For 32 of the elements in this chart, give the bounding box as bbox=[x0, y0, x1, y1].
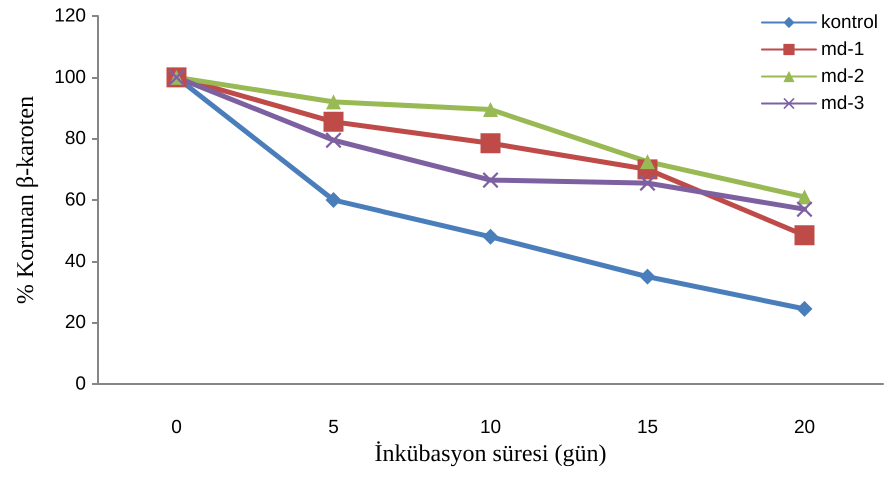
point bbox=[796, 201, 812, 218]
point bbox=[326, 132, 342, 148]
y-tick-label: 60 bbox=[64, 190, 86, 210]
point bbox=[794, 225, 814, 246]
point bbox=[640, 175, 656, 192]
point bbox=[480, 133, 500, 154]
legend-label: md-3 bbox=[820, 93, 864, 114]
point bbox=[324, 112, 344, 132]
y-axis-title: % Korunan β-karoten bbox=[13, 96, 39, 304]
x-tick-label: 10 bbox=[480, 417, 502, 438]
y-tick-label: 40 bbox=[64, 250, 86, 272]
y-tick-label: 0 bbox=[75, 374, 86, 394]
point bbox=[796, 300, 812, 317]
y-tick-label: 20 bbox=[64, 312, 86, 334]
point bbox=[640, 268, 656, 285]
x-tick-label: 0 bbox=[171, 417, 182, 438]
legend-label: md-2 bbox=[820, 66, 864, 87]
y-tick-label: 100 bbox=[54, 66, 86, 88]
point bbox=[482, 228, 498, 245]
legend-label: md-1 bbox=[820, 39, 864, 60]
y-tick-label: 120 bbox=[54, 6, 86, 26]
point bbox=[483, 102, 498, 118]
point bbox=[482, 172, 498, 188]
x-tick-label: 5 bbox=[328, 417, 339, 438]
x-axis-title: İnkübasyon süresi (gün) bbox=[374, 441, 606, 467]
y-tick-label: 80 bbox=[64, 128, 86, 150]
point bbox=[326, 94, 341, 110]
x-tick-label: 20 bbox=[794, 417, 816, 438]
point bbox=[326, 192, 342, 208]
x-tick-label: 15 bbox=[636, 417, 658, 438]
legend-label: kontrol bbox=[820, 12, 878, 33]
point bbox=[797, 189, 812, 204]
